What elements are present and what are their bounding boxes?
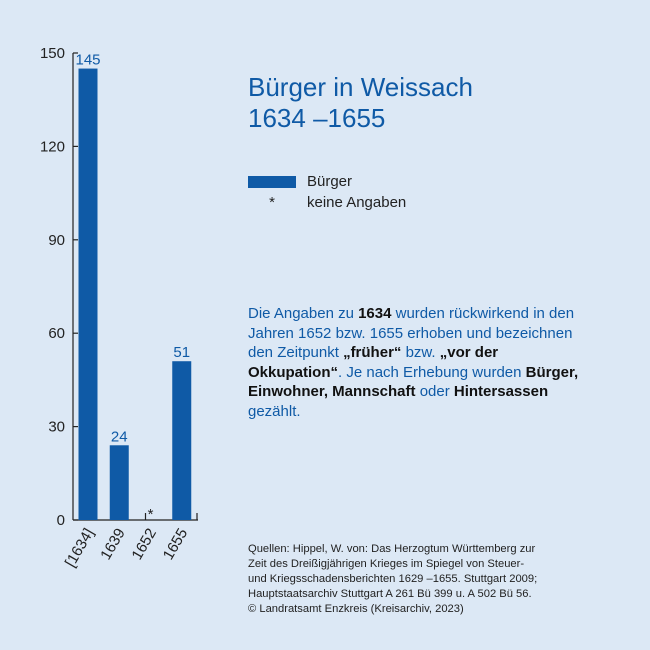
note-bold: Bürger, Einwohner, Mannschaft — [248, 363, 579, 401]
x-tick-label: 1652 — [129, 526, 160, 563]
note-text: gezählt. — [248, 402, 301, 420]
note-bold: „früher“ — [343, 344, 402, 361]
data-label: 51 — [173, 344, 190, 361]
source-line: Zeit des Dreißigjährigen Krieges im Spie… — [248, 558, 525, 570]
source-line: und Kriegsschadensberichten 1629 –1655. … — [248, 573, 538, 585]
data-label: 24 — [111, 428, 128, 445]
sources: Quellen: Hippel, W. von: Das Herzogtum W… — [248, 542, 593, 617]
legend-label-no-data: keine Angaben — [307, 194, 407, 211]
x-tick-label: 1639 — [97, 526, 128, 563]
title-line-1: Bürger in Weissach — [248, 72, 473, 102]
x-tick-label: 1655 — [160, 526, 191, 563]
explanatory-note: Die Angaben zu 1634 wurden rückwirkend i… — [248, 304, 593, 421]
y-tick-label: 90 — [48, 232, 65, 249]
legend-swatch — [248, 175, 296, 188]
bar — [172, 361, 192, 520]
note-text: . Je nach Erhebung wurden — [338, 363, 526, 381]
note-bold: 1634 — [358, 305, 392, 322]
no-data-marker: * — [148, 506, 154, 523]
title-line-2: 1634 –1655 — [248, 103, 386, 133]
legend-item-buerger: Bürger — [248, 171, 406, 192]
note-text: wurden rückwirkend in den Jahren 1652 bz… — [248, 305, 575, 361]
legend: Bürger * keine Angaben — [248, 171, 406, 213]
bar — [78, 68, 98, 521]
x-axis: [1634] 1639 1652 1655 — [62, 513, 198, 570]
legend-item-no-data: * keine Angaben — [248, 192, 406, 213]
note-text: bzw. — [401, 344, 440, 361]
source-line: Hauptstaatsarchiv Stuttgart A 261 Bü 399… — [248, 588, 532, 600]
y-tick-label: 150 — [40, 45, 65, 62]
note-bold: Hintersassen — [453, 383, 549, 400]
bar — [109, 445, 129, 520]
note-bold: „vor der Okkupation“ — [248, 344, 499, 381]
source-line: Quellen: Hippel, W. von: Das Herzogtum W… — [248, 543, 536, 555]
y-tick-label: 30 — [48, 419, 65, 436]
y-tick-label: 120 — [40, 138, 65, 155]
y-axis: 0 30 60 90 120 150 — [40, 45, 78, 529]
copyright-line: © Landratsamt Enzkreis (Kreisarchiv, 202… — [248, 603, 464, 615]
note-text: oder — [415, 383, 454, 400]
x-tick-label: [1634] — [62, 526, 98, 571]
note-text: Die Angaben zu — [248, 305, 359, 322]
bars: 145 24 * 51 — [75, 52, 192, 523]
y-tick-label: 60 — [48, 325, 65, 342]
chart-title: Bürger in Weissach 1634 –1655 — [248, 72, 473, 134]
data-label: 145 — [75, 52, 100, 69]
asterisk-icon: * — [269, 194, 275, 211]
legend-label-buerger: Bürger — [307, 173, 353, 190]
y-tick-label: 0 — [57, 512, 65, 529]
